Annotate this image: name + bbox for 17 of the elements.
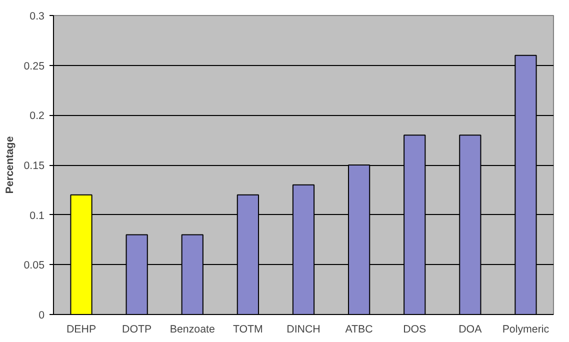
- x-tick-label: DINCH: [286, 324, 320, 336]
- x-tick-label: ATBC: [345, 324, 374, 336]
- y-tick-label: 0: [38, 310, 45, 322]
- y-tick-label: 0.1: [30, 210, 45, 222]
- x-tick-label: DEHP: [66, 324, 96, 336]
- x-tick-label: DOA: [458, 324, 483, 336]
- y-tick-label: 0.25: [24, 60, 45, 72]
- y-tick-label: 0.15: [24, 160, 45, 172]
- y-tick-label: 0.05: [24, 260, 45, 272]
- x-tick-label: DOS: [403, 324, 426, 336]
- x-tick-label: Benzoate: [170, 324, 215, 336]
- x-tick-label: TOTM: [232, 324, 263, 336]
- x-tick-label: DOTP: [122, 324, 152, 336]
- x-tick-label: Polymeric: [502, 324, 550, 336]
- y-axis-title: Percentage: [4, 136, 16, 194]
- y-tick-label: 0.3: [30, 10, 45, 22]
- y-tick-label: 0.2: [30, 110, 45, 122]
